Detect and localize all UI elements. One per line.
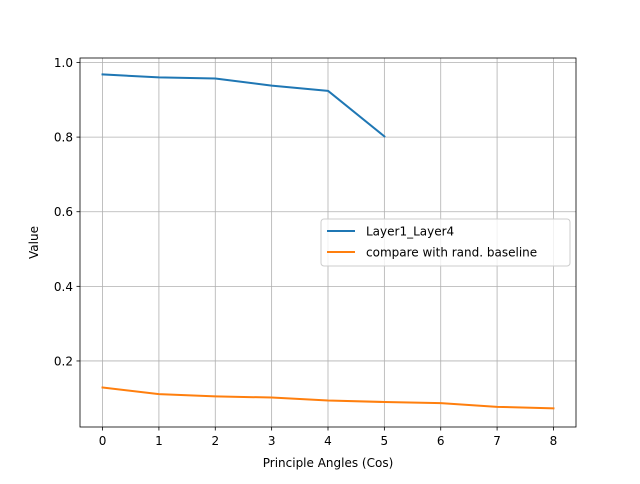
legend-box	[320, 218, 571, 267]
x-tick-label: 5	[381, 434, 389, 448]
x-tick-label: 6	[437, 434, 445, 448]
series-line-1	[101, 386, 555, 410]
y-tick-label: 1.0	[54, 56, 73, 70]
x-axis-label: Principle Angles (Cos)	[263, 456, 394, 470]
x-tick-label: 4	[324, 434, 332, 448]
axis-ticks: 0 1 2 3 4 5 6 7 8 0.2 0.4 0.6 0.8 1.0	[54, 56, 557, 448]
series-lines	[101, 73, 555, 410]
y-tick-label: 0.6	[54, 205, 73, 219]
series-line-0	[101, 73, 386, 138]
y-tick-label: 0.8	[54, 131, 73, 145]
y-axis-label: Value	[27, 226, 41, 259]
grid-lines	[80, 58, 576, 427]
x-tick-label: 8	[550, 434, 558, 448]
y-tick-label: 0.4	[54, 280, 73, 294]
x-tick-label: 3	[268, 434, 276, 448]
legend-label-0: Layer1_Layer4	[366, 225, 454, 239]
x-tick-label: 0	[99, 434, 107, 448]
y-tick-label: 0.2	[54, 354, 73, 368]
x-tick-label: 1	[155, 434, 163, 448]
x-tick-label: 2	[211, 434, 219, 448]
legend-label-1: compare with rand. baseline	[366, 246, 537, 260]
x-tick-label: 7	[493, 434, 501, 448]
